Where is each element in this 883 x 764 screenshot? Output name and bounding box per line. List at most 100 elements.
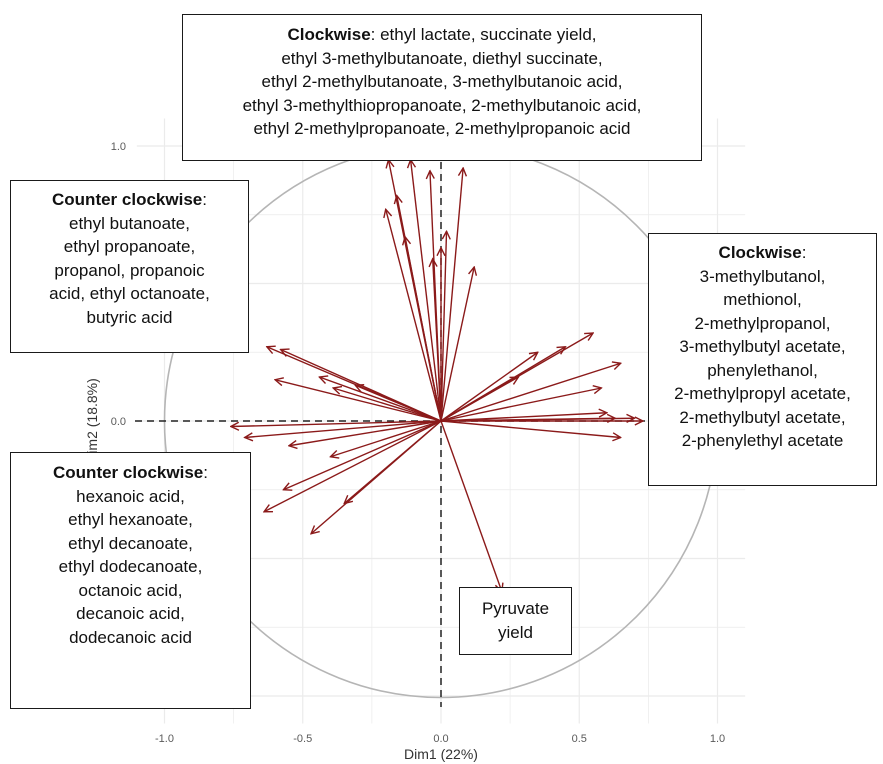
loading-arrow xyxy=(264,420,442,512)
annotation-pyruvate: Pyruvate yield xyxy=(459,587,572,655)
annotation-line: 2-methylbutyl acetate, xyxy=(649,406,876,430)
annotation-line: ethyl propanoate, xyxy=(11,235,248,259)
y-axis-ticks: 1.0 0.0 xyxy=(111,141,126,428)
annotation-line: Counter clockwise: xyxy=(11,188,248,212)
annotation-line: ethyl 2-methylbutanoate, 3-methylbutanoi… xyxy=(183,70,701,94)
annotation-line: dodecanoic acid xyxy=(11,626,250,650)
annotation-upper-left: Counter clockwise: ethyl butanoate, ethyl … xyxy=(10,180,249,353)
loading-arrow xyxy=(440,231,447,422)
annotation-line: Clockwise: xyxy=(649,241,876,265)
annotation-text: : ethyl lactate, succinate yield, xyxy=(370,25,597,44)
annotation-line: ethyl 2-methylpropanoate, 2-methylpropan… xyxy=(183,117,701,141)
annotation-line: propanol, propanoic xyxy=(11,259,248,283)
x-tick-label: 0.0 xyxy=(433,733,448,745)
annotation-line: 2-phenylethyl acetate xyxy=(649,429,876,453)
annotation-text: ethyl 3-methylthiopropanoate, 2-methylbu… xyxy=(242,95,642,115)
annotation-line: 3-methylbutanol, xyxy=(649,265,876,289)
loading-arrow xyxy=(283,420,442,490)
loading-arrow xyxy=(440,420,502,592)
loading-arrow xyxy=(440,352,538,422)
loading-arrow xyxy=(330,420,442,457)
annotation-line: yield xyxy=(460,621,571,645)
annotation-heading: Clockwise xyxy=(287,25,371,44)
annotation-text: 2-methylpropanol, xyxy=(694,313,831,333)
annotation-line: Clockwise: ethyl lactate, succinate yiel… xyxy=(183,23,701,47)
loading-arrow xyxy=(245,420,442,438)
x-axis-title: Dim1 (22%) xyxy=(404,746,478,762)
annotation-text: 3-methylbutanol, xyxy=(699,266,826,286)
annotation-line: ethyl butanoate, xyxy=(11,212,248,236)
annotation-text: dodecanoic acid xyxy=(69,627,192,647)
annotation-text: butyric acid xyxy=(86,307,173,327)
loading-arrow xyxy=(275,380,442,422)
annotation-line: ethyl dodecanoate, xyxy=(11,555,250,579)
annotation-text: decanoic acid, xyxy=(76,604,185,623)
annotation-text: hexanoic acid, xyxy=(76,486,185,506)
annotation-text: Pyruvate xyxy=(481,599,550,618)
loading-arrow xyxy=(440,168,463,422)
annotation-right: Clockwise: 3-methylbutanol, methionol, 2-me… xyxy=(648,233,877,486)
annotation-line: Counter clockwise: xyxy=(11,461,250,485)
loading-arrow xyxy=(440,363,621,422)
loading-arrow xyxy=(440,420,621,438)
loading-arrow xyxy=(355,385,442,422)
annotation-heading: Clockwise xyxy=(718,243,802,262)
annotation-line: 3-methylbutyl acetate, xyxy=(649,335,876,359)
loading-arrow xyxy=(319,377,442,422)
annotation-text: ethyl hexanoate, xyxy=(68,510,193,529)
annotation-line: methionol, xyxy=(649,288,876,312)
y-axis-title: Dim2 (18.8%) xyxy=(84,378,100,464)
annotation-text: 3-methylbutyl acetate, xyxy=(679,337,846,356)
annotation-text: propanol, propanoic xyxy=(54,260,205,280)
annotation-text: 2-phenylethyl acetate xyxy=(681,431,844,450)
annotation-text: : xyxy=(801,243,807,262)
annotation-line: hexanoic acid, xyxy=(11,485,250,509)
annotation-text: methionol, xyxy=(723,290,802,309)
x-tick-label: 0.5 xyxy=(572,733,587,745)
loading-arrow xyxy=(386,209,442,422)
annotation-text: ethyl 3-methylbutanoate, diethyl succina… xyxy=(281,48,603,68)
annotation-text: ethyl propanoate, xyxy=(63,237,196,256)
annotation-line: ethyl hexanoate, xyxy=(11,508,250,532)
annotation-line: acid, ethyl octanoate, xyxy=(11,282,248,306)
annotation-text: : xyxy=(202,190,207,209)
annotation-text: yield xyxy=(498,622,533,642)
annotation-text: 2-methylpropyl acetate, xyxy=(674,384,851,403)
annotation-line: ethyl 3-methylbutanoate, diethyl succina… xyxy=(183,47,701,71)
annotation-lower-left: Counter clockwise: hexanoic acid, ethyl he… xyxy=(10,452,251,709)
x-tick-label: -1.0 xyxy=(155,733,174,745)
annotation-text: ethyl 2-methylbutanoate, 3-methylbutanoi… xyxy=(261,72,623,91)
annotation-line: ethyl decanoate, xyxy=(11,532,250,556)
annotation-text: acid, ethyl octanoate, xyxy=(49,284,210,303)
annotation-text: ethyl decanoate, xyxy=(68,533,193,553)
annotation-text: : xyxy=(203,463,208,482)
annotation-text: 2-methylbutyl acetate, xyxy=(679,407,846,427)
annotation-text: octanoic acid, xyxy=(78,580,183,600)
annotation-line: 2-methylpropanol, xyxy=(649,312,876,336)
loading-arrow xyxy=(311,420,442,534)
annotation-text: ethyl butanoate, xyxy=(69,213,190,233)
annotation-line: phenylethanol, xyxy=(649,359,876,383)
loading-arrow xyxy=(433,259,442,422)
annotation-text: ethyl dodecanoate, xyxy=(58,557,203,576)
annotation-line: ethyl 3-methylthiopropanoate, 2-methylbu… xyxy=(183,94,701,118)
x-tick-label: 1.0 xyxy=(710,733,725,745)
y-tick-label: 0.0 xyxy=(111,416,126,428)
annotation-top: Clockwise: ethyl lactate, succinate yiel… xyxy=(182,14,702,161)
annotation-heading: Counter clockwise xyxy=(52,190,203,209)
loading-arrow xyxy=(333,388,442,422)
annotation-line: butyric acid xyxy=(11,306,248,330)
loading-arrow xyxy=(231,420,442,427)
annotation-line: octanoic acid, xyxy=(11,579,250,603)
loading-arrow xyxy=(289,420,442,446)
annotation-text: ethyl 2-methylpropanoate, 2-methylpropan… xyxy=(253,119,631,138)
loading-arrow xyxy=(440,333,593,422)
x-axis-ticks: -1.0 -0.5 0.0 0.5 1.0 xyxy=(155,733,725,745)
loading-vectors xyxy=(231,160,643,592)
annotation-text: phenylethanol, xyxy=(707,360,818,380)
annotation-line: 2-methylpropyl acetate, xyxy=(649,382,876,406)
x-tick-label: -0.5 xyxy=(293,733,312,745)
loading-arrow xyxy=(440,267,474,422)
loading-arrow xyxy=(440,413,607,422)
y-tick-label: 1.0 xyxy=(111,141,126,153)
